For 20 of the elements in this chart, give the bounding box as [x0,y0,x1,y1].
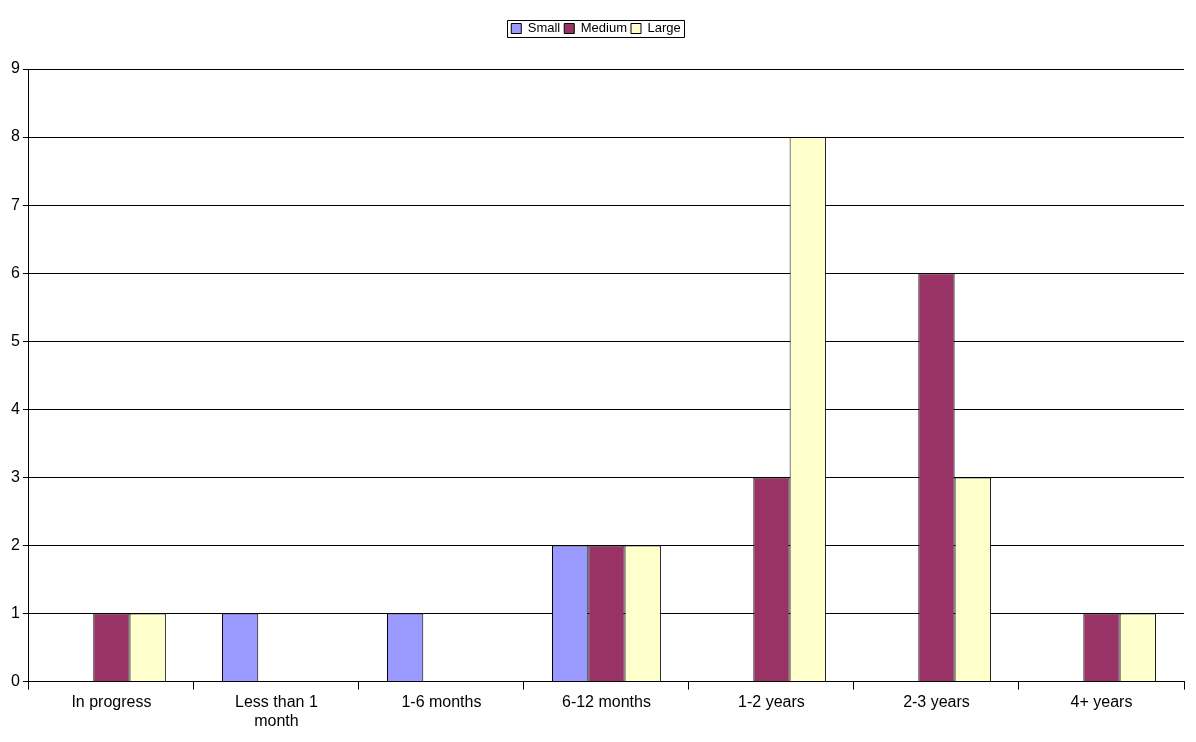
legend-label: Medium [580,20,628,36]
y-tick-label: 1 [10,603,20,621]
x-tick-label: 6-12 months [561,692,651,710]
y-tick-label: 3 [10,467,20,485]
x-tick-label: 1-2 years [738,692,805,710]
y-tick-label: 4 [10,399,20,417]
y-tick-label: 6 [10,263,20,281]
y-tick-label: 5 [10,331,20,349]
x-tick-label: 2-3 years [903,692,970,710]
x-tick-label: 4+ years [1070,692,1133,710]
legend-label: Large [647,20,681,36]
y-tick-label: 2 [10,535,20,553]
y-tick-label: 9 [10,59,20,77]
legend-label: Small [527,20,561,36]
x-tick-label: 1-6 months [401,692,482,710]
y-tick-label: 0 [10,672,20,690]
y-tick-label: 7 [10,195,20,213]
x-tick-label: Less than 1 month [235,692,318,729]
x-tick-label: In progress [71,692,152,710]
y-tick-label: 8 [10,127,20,145]
